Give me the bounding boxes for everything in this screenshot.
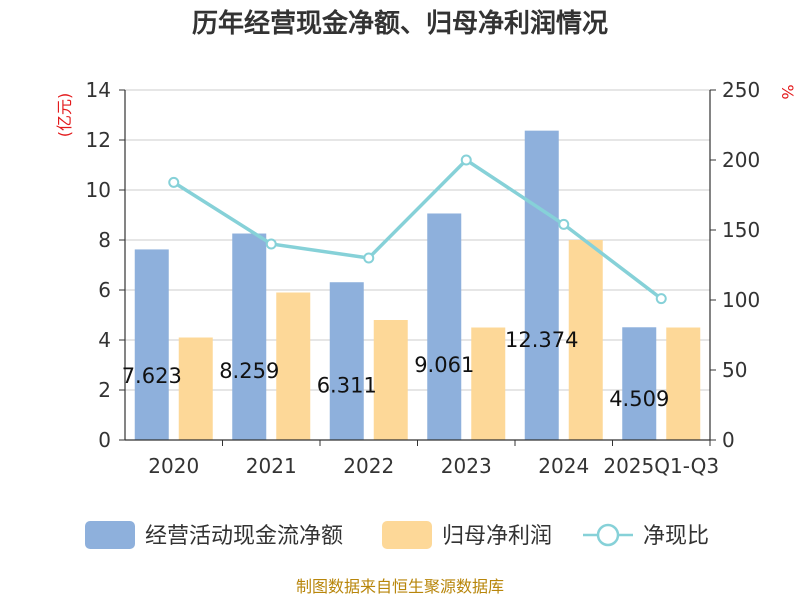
chart-title: 历年经营现金净额、归母净利润情况 — [192, 8, 608, 39]
x-tick-label: 2020 — [148, 454, 199, 478]
left-tick-label: 6 — [98, 278, 111, 302]
left-tick-label: 2 — [98, 378, 111, 402]
source-note: 制图数据来自恒生聚源数据库 — [296, 577, 504, 596]
left-axis-unit: (亿元) — [55, 93, 74, 138]
bar-data-label: 12.374 — [505, 328, 578, 352]
line-layer — [168, 154, 667, 305]
x-tick-label: 2022 — [343, 454, 394, 478]
grid-layer — [125, 89, 710, 391]
right-tick-label: 100 — [722, 288, 760, 312]
right-axis-unit: % — [778, 84, 797, 99]
ratio-point — [363, 252, 375, 264]
ratio-point — [265, 238, 277, 250]
legend-swatch-marker — [596, 523, 620, 547]
right-tick-label: 200 — [722, 148, 760, 172]
ratio-point — [168, 176, 180, 188]
left-tick-label: 8 — [98, 228, 111, 252]
legend: 经营活动现金流净额 归母净利润 净现比 — [85, 521, 709, 549]
bar-net-profit — [373, 320, 408, 440]
x-tick-label: 2021 — [246, 454, 297, 478]
legend-label: 净现比 — [643, 524, 709, 549]
ratio-point — [460, 154, 472, 166]
bar-operating-cashflow — [622, 327, 657, 440]
bar-data-label: 7.623 — [122, 364, 182, 388]
left-tick-label: 0 — [98, 428, 111, 452]
x-tick-label: 2023 — [441, 454, 492, 478]
bar-operating-cashflow — [329, 282, 364, 440]
bar-net-profit — [666, 327, 701, 440]
bar-operating-cashflow — [427, 213, 462, 440]
right-tick-label: 50 — [722, 358, 747, 382]
label-layer: 7.623 8.259 6.311 9.061 12.374 4.509 — [122, 328, 670, 411]
right-tick-label: 250 — [722, 78, 760, 102]
axis-layer: 0 2 4 6 8 10 12 14 0 50 100 150 200 250 2020 2021 2022 20… — [86, 78, 761, 478]
legend-swatch — [85, 521, 135, 549]
bar-data-label: 4.509 — [609, 387, 669, 411]
legend-label: 经营活动现金流净额 — [145, 524, 343, 549]
bar-net-profit — [568, 240, 603, 440]
ratio-point — [655, 293, 667, 305]
bar-net-profit — [178, 337, 213, 440]
right-tick-label: 150 — [722, 218, 760, 242]
bar-data-label: 9.061 — [414, 353, 474, 377]
legend-swatch — [382, 521, 432, 549]
bar-data-label: 8.259 — [219, 359, 279, 383]
ratio-point — [558, 218, 570, 230]
bar-net-profit — [276, 292, 311, 440]
bar-operating-cashflow — [232, 233, 267, 440]
bar-operating-cashflow — [524, 130, 559, 440]
x-tick-label: 2025Q1-Q3 — [603, 454, 719, 478]
bar-net-profit — [471, 327, 506, 440]
ratio-line — [172, 157, 663, 300]
bar-operating-cashflow — [134, 249, 169, 440]
x-tick-label: 2024 — [538, 454, 589, 478]
bar-layer — [134, 130, 701, 440]
right-tick-label: 0 — [722, 428, 735, 452]
left-tick-label: 4 — [98, 328, 111, 352]
left-tick-label: 12 — [86, 128, 111, 152]
left-tick-label: 10 — [86, 178, 111, 202]
legend-label: 归母净利润 — [442, 524, 552, 549]
bar-data-label: 6.311 — [317, 374, 377, 398]
left-tick-label: 14 — [86, 78, 111, 102]
